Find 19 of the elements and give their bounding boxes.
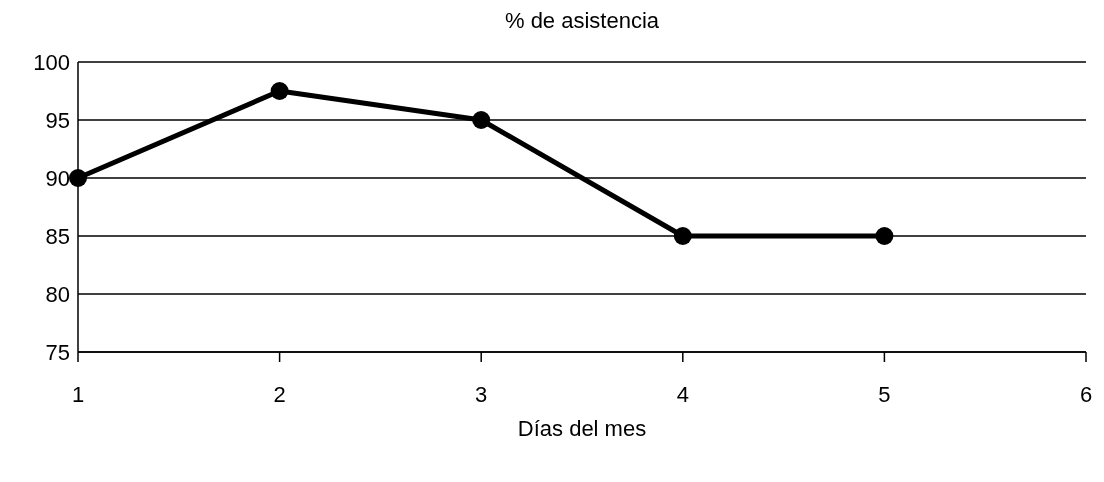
- x-axis-title: Días del mes: [516, 416, 648, 442]
- x-tick-label: 6: [1079, 381, 1093, 407]
- y-tick-label: 85: [45, 223, 70, 249]
- y-tick-label: 90: [45, 165, 70, 191]
- point: [472, 111, 491, 129]
- y-tick-label: 80: [45, 281, 70, 307]
- point: [673, 227, 692, 245]
- chart-title: % de asistencia: [503, 8, 661, 35]
- point: [69, 169, 87, 187]
- point: [270, 82, 289, 100]
- x-tick-label: 2: [273, 381, 286, 407]
- point: [875, 227, 894, 245]
- x-tick-label: 5: [878, 381, 891, 407]
- x-tick-label: 1: [71, 381, 85, 407]
- y-tick-label: 100: [33, 49, 70, 75]
- y-tick-label: 95: [45, 107, 70, 133]
- x-tick-label: 4: [676, 381, 689, 407]
- y-tick-label: 75: [45, 339, 70, 365]
- x-tick-label: 3: [475, 381, 488, 407]
